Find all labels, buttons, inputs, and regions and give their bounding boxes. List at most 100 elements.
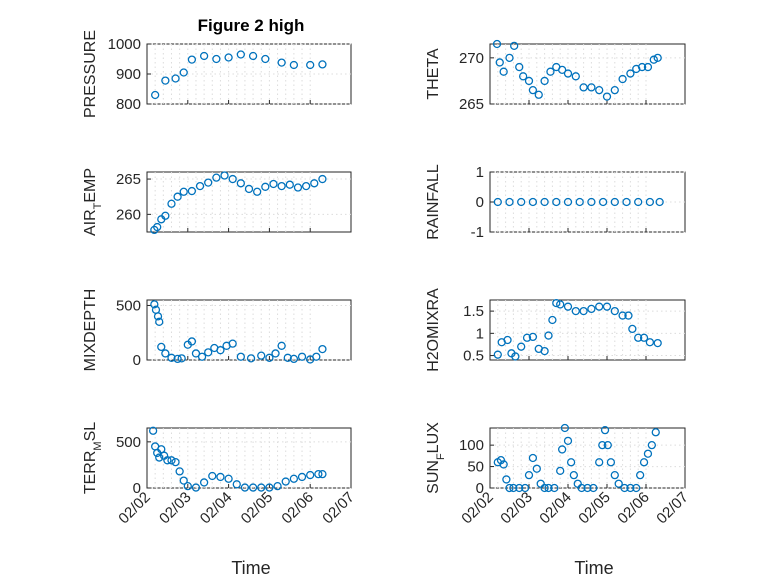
data-point	[579, 306, 588, 316]
data-point	[153, 312, 163, 321]
data-point	[179, 68, 188, 77]
data-point	[212, 173, 221, 182]
data-point	[173, 354, 182, 364]
data-point	[293, 183, 303, 192]
data-point	[161, 211, 170, 220]
data-point	[228, 339, 237, 348]
y-tick-label: 800	[116, 96, 141, 113]
data-point	[515, 62, 524, 72]
data-point	[236, 179, 245, 188]
data-point	[563, 302, 573, 311]
data-point	[492, 39, 502, 49]
data-point	[171, 74, 180, 83]
data-point	[257, 351, 266, 360]
y-axis-label: THETA	[425, 48, 442, 100]
data-point	[273, 482, 282, 491]
data-point	[297, 472, 307, 482]
y-axis-label-part: THETA	[425, 48, 442, 100]
data-point	[173, 192, 182, 201]
data-point	[171, 458, 180, 467]
data-point	[540, 197, 549, 207]
data-point	[587, 83, 596, 92]
data-point	[179, 187, 188, 196]
data-point	[517, 342, 526, 351]
data-point	[583, 483, 592, 493]
data-point	[163, 456, 172, 465]
subplot-5: 0 500 MIXDEPTH	[82, 289, 352, 371]
data-point	[187, 55, 197, 64]
figure-title: Figure 2 high	[198, 16, 305, 35]
y-axis-label-part: T	[92, 202, 104, 209]
data-point	[528, 86, 538, 95]
data-point	[310, 179, 319, 188]
data-point	[281, 477, 290, 486]
plot-area	[489, 43, 686, 105]
data-point	[566, 458, 576, 467]
y-axis-label-part: RAINFALL	[425, 164, 442, 240]
data-point	[153, 222, 162, 232]
data-point	[244, 184, 254, 194]
y-axis-label: H2OMIXRA	[425, 288, 442, 372]
x-tick-label: 02/07	[319, 489, 358, 528]
data-point	[595, 458, 604, 467]
data-point	[532, 464, 541, 473]
data-point	[632, 483, 641, 493]
data-point	[246, 354, 256, 363]
data-point	[148, 426, 158, 435]
data-point	[598, 440, 607, 450]
y-axis-label-part: TERR	[82, 451, 99, 495]
data-point	[297, 352, 307, 361]
data-point	[285, 180, 294, 189]
data-point	[517, 197, 526, 207]
data-point	[548, 315, 557, 325]
y-tick-label: 1	[476, 164, 484, 181]
data-point	[603, 440, 612, 450]
y-tick-label: 0	[476, 480, 484, 497]
data-point	[618, 74, 627, 84]
data-point	[632, 64, 641, 74]
y-tick-label: 50	[467, 459, 484, 476]
plot-area	[146, 299, 352, 361]
y-tick-label: 0.5	[463, 348, 484, 365]
data-point	[637, 62, 647, 72]
data-point	[167, 456, 176, 465]
data-point	[318, 60, 327, 69]
data-point	[493, 350, 502, 359]
data-point	[556, 466, 565, 476]
data-point	[534, 90, 543, 99]
data-point	[647, 440, 656, 450]
data-point	[595, 302, 604, 311]
data-point	[558, 445, 567, 454]
data-point	[283, 353, 292, 362]
plot-area	[146, 427, 352, 489]
data-point	[569, 470, 578, 480]
data-point	[643, 449, 653, 458]
data-point	[277, 58, 286, 67]
y-axis-label-part: PRESSURE	[82, 30, 99, 118]
data-point	[634, 333, 643, 342]
data-point	[645, 338, 655, 347]
data-point	[183, 482, 192, 491]
data-point	[519, 72, 528, 81]
data-point	[556, 300, 565, 309]
data-point	[610, 86, 619, 95]
data-point	[614, 479, 623, 488]
data-point	[626, 483, 635, 493]
data-point	[265, 483, 274, 492]
data-point	[636, 470, 645, 480]
x-tick-label: 02/03	[156, 489, 195, 528]
data-point	[216, 472, 225, 482]
data-point	[157, 342, 166, 352]
data-point	[550, 483, 559, 493]
data-point	[167, 353, 176, 362]
y-axis-label: RAINFALL	[425, 164, 442, 240]
data-point	[618, 311, 627, 320]
y-tick-label: 500	[116, 297, 141, 314]
plot-area	[489, 427, 686, 489]
y-axis-label-part: H2OMIXRA	[425, 288, 442, 372]
y-tick-label: 0	[476, 194, 484, 211]
x-axis-label-right: Time	[574, 558, 613, 578]
data-point	[524, 76, 534, 86]
